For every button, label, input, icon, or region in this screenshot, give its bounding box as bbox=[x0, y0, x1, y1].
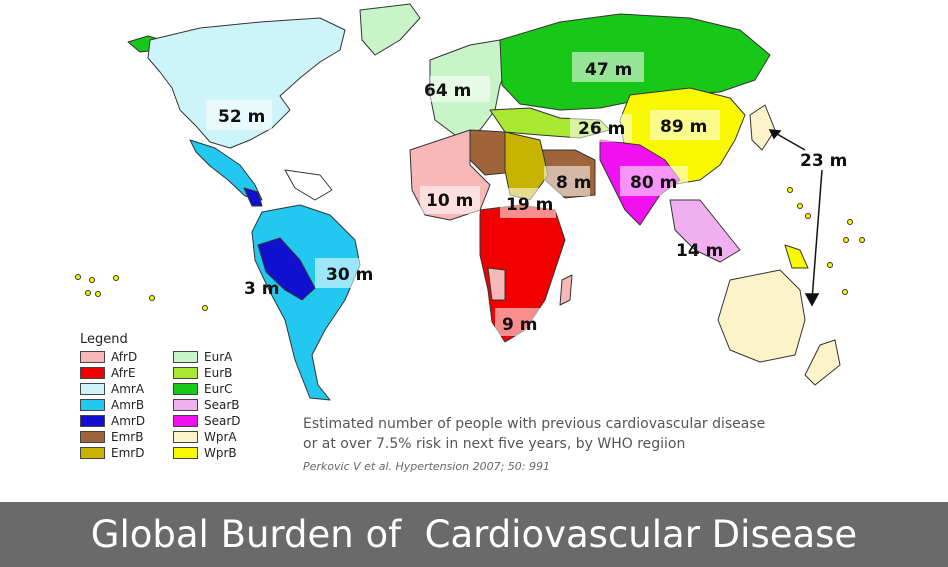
wpr-a-arrows bbox=[768, 129, 823, 307]
label-amr-a: 52 m bbox=[218, 107, 265, 127]
legend-label: EurB bbox=[204, 366, 233, 380]
footer-title: Global Burden of Cardiovascular Disease bbox=[90, 513, 858, 556]
legend-swatch bbox=[173, 431, 198, 443]
citation: Perkovic V et al. Hypertension 2007; 50:… bbox=[303, 460, 551, 473]
label-eur-a: 64 m bbox=[424, 81, 471, 101]
label-sear-d: 80 m bbox=[630, 173, 677, 193]
legend-label: EmrD bbox=[111, 446, 145, 460]
map-legend: Legend AfrD AfrE AmrA AmrB AmrD EmrB EmrD EurA E… bbox=[80, 332, 280, 472]
region-afr-d-south bbox=[487, 267, 506, 301]
arctic-islands bbox=[359, 3, 421, 56]
label-wpr-b: 89 m bbox=[660, 117, 707, 137]
legend-item: AfrD bbox=[80, 350, 137, 364]
legend-swatch bbox=[80, 431, 105, 443]
legend-label: SearB bbox=[204, 398, 240, 412]
legend-title: Legend bbox=[80, 332, 128, 347]
world-map: 52 m 47 m 64 m 26 m 89 m 23 m 80 m 8 m 1… bbox=[75, 3, 865, 401]
legend-swatch bbox=[80, 415, 105, 427]
legend-label: AfrD bbox=[111, 350, 138, 364]
legend-item: EurB bbox=[173, 366, 232, 380]
label-emr-b: 8 m bbox=[556, 173, 591, 193]
region-sear-b bbox=[669, 199, 741, 263]
label-sear-b: 14 m bbox=[676, 241, 723, 261]
legend-item: SearB bbox=[173, 398, 240, 412]
legend-item: AmrA bbox=[80, 382, 144, 396]
legend-label: AmrB bbox=[111, 398, 145, 412]
legend-label: EmrB bbox=[111, 430, 144, 444]
label-afr-d: 10 m bbox=[426, 191, 473, 211]
label-wpr-a: 23 m bbox=[800, 151, 847, 171]
legend-label: EurA bbox=[204, 350, 233, 364]
footer-bar: Global Burden of Cardiovascular Disease bbox=[0, 502, 948, 567]
label-afr-e-north: 19 m bbox=[506, 195, 553, 215]
legend-item: AfrE bbox=[80, 366, 136, 380]
legend-swatch bbox=[173, 383, 198, 395]
caribbean-islands bbox=[284, 169, 333, 201]
region-amr-d-south bbox=[257, 237, 316, 301]
madagascar bbox=[559, 274, 573, 306]
region-wpr-a-japan bbox=[749, 104, 776, 151]
legend-label: WprB bbox=[204, 446, 237, 460]
legend-label: AmrA bbox=[111, 382, 145, 396]
legend-item: AmrB bbox=[80, 398, 144, 412]
legend-item: AmrD bbox=[80, 414, 145, 428]
legend-swatch bbox=[80, 447, 105, 459]
legend-swatch bbox=[80, 351, 105, 363]
legend-item: EmrD bbox=[80, 446, 144, 460]
png-region bbox=[784, 244, 809, 269]
caption-line-2: or at over 7.5% risk in next five years,… bbox=[303, 436, 686, 452]
label-amr-b: 30 m bbox=[326, 265, 373, 285]
label-afr-e-south: 9 m bbox=[502, 315, 537, 335]
legend-item: SearD bbox=[173, 414, 241, 428]
legend-item: WprA bbox=[173, 430, 237, 444]
legend-swatch bbox=[80, 383, 105, 395]
legend-swatch bbox=[80, 399, 105, 411]
legend-label: SearD bbox=[204, 414, 241, 428]
legend-swatch bbox=[173, 367, 198, 379]
legend-swatch bbox=[173, 399, 198, 411]
new-zealand bbox=[804, 339, 841, 386]
legend-item: EmrB bbox=[80, 430, 143, 444]
legend-item: EurC bbox=[173, 382, 233, 396]
legend-label: AmrD bbox=[111, 414, 146, 428]
region-amr-d-central bbox=[243, 187, 263, 207]
legend-label: WprA bbox=[204, 430, 237, 444]
label-amr-d: 3 m bbox=[244, 279, 279, 299]
region-amr-a bbox=[147, 17, 346, 149]
map-caption: Estimated number of people with previous… bbox=[303, 414, 823, 454]
legend-swatch bbox=[80, 367, 105, 379]
legend-label: AfrE bbox=[111, 366, 136, 380]
legend-swatch bbox=[173, 415, 198, 427]
legend-item: EurA bbox=[173, 350, 232, 364]
label-eur-b: 26 m bbox=[578, 119, 625, 139]
legend-swatch bbox=[173, 351, 198, 363]
legend-item: WprB bbox=[173, 446, 237, 460]
legend-label: EurC bbox=[204, 382, 233, 396]
legend-swatch bbox=[173, 447, 198, 459]
region-wpr-a-australia bbox=[717, 269, 806, 363]
caption-line-1: Estimated number of people with previous… bbox=[303, 416, 766, 432]
label-eur-c: 47 m bbox=[585, 60, 632, 80]
